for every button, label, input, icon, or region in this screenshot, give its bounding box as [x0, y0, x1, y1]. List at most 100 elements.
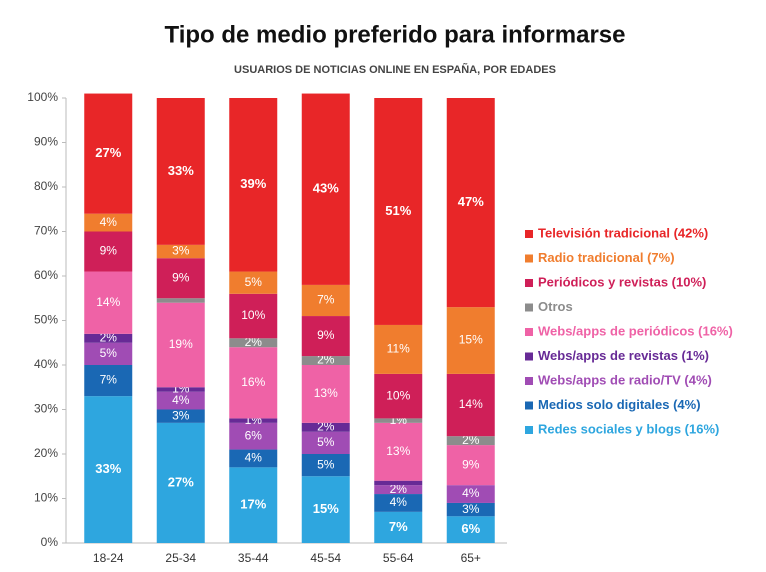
- bar-segment: [374, 373, 423, 419]
- data-label: 2%: [462, 433, 480, 447]
- bar-segment: [301, 431, 350, 454]
- data-label: 13%: [386, 444, 410, 458]
- data-label: 14%: [96, 295, 120, 309]
- bar-segment: [229, 467, 278, 543]
- legend-label: Medios solo digitales (4%): [538, 397, 701, 412]
- legend-swatch: [525, 230, 533, 238]
- y-tick-label: 80%: [34, 179, 58, 193]
- bar-segment: [84, 213, 133, 232]
- data-label: 2%: [390, 482, 408, 496]
- bar-segment: [84, 396, 133, 543]
- data-label: 43%: [313, 181, 339, 196]
- bar-segment: [229, 418, 278, 423]
- bar-segment: [446, 98, 495, 308]
- data-label: 15%: [459, 333, 483, 347]
- y-tick-label: 60%: [34, 268, 58, 282]
- bar-segment: [446, 516, 495, 543]
- data-label: 10%: [386, 388, 410, 402]
- data-label: 7%: [389, 519, 408, 534]
- legend-swatch: [525, 303, 533, 312]
- x-tick-label: 35-44: [238, 551, 269, 565]
- chart-subtitle: USUARIOS DE NOTICIAS ONLINE EN ESPAÑA, P…: [234, 63, 556, 76]
- chart-title: Tipo de medio preferido para informarse: [165, 21, 626, 48]
- data-label: 10%: [241, 308, 265, 322]
- bar-segment: [446, 307, 495, 374]
- legend-label: Webs/apps de periódicos (16%): [538, 323, 733, 338]
- data-label: 5%: [317, 457, 335, 471]
- data-label: 5%: [317, 435, 335, 449]
- bar-segment: [374, 480, 423, 486]
- y-tick-label: 0%: [41, 535, 59, 549]
- bar-segment: [374, 494, 423, 512]
- bar-segment: [229, 347, 278, 419]
- data-label: 6%: [245, 428, 263, 442]
- data-label: 14%: [459, 397, 483, 411]
- legend-label: Otros: [538, 299, 573, 314]
- bar-segment: [446, 445, 495, 486]
- bar-segment: [374, 511, 423, 543]
- bar-segment: [156, 302, 205, 388]
- bar-segment: [229, 98, 278, 272]
- y-tick-label: 40%: [34, 357, 58, 371]
- bar-segment: [301, 93, 350, 285]
- data-label: 4%: [390, 495, 408, 509]
- x-tick-label: 25-34: [165, 551, 196, 565]
- legend-label: Televisión tradicional (42%): [538, 225, 708, 240]
- data-label: 2%: [245, 335, 263, 349]
- data-label: 5%: [100, 346, 118, 360]
- data-label: 9%: [317, 328, 335, 342]
- bar-segment: [301, 422, 350, 432]
- data-label: 7%: [100, 373, 118, 387]
- bar-segment: [446, 485, 495, 503]
- data-label: 2%: [317, 353, 335, 367]
- bar-segment: [301, 356, 350, 365]
- bar-segment: [374, 418, 423, 423]
- legend-swatch: [525, 279, 533, 287]
- x-tick-label: 45-54: [310, 551, 341, 565]
- legend-label: Radio tradicional (7%): [538, 250, 675, 265]
- y-tick-label: 20%: [34, 446, 58, 460]
- data-label: 47%: [458, 194, 484, 209]
- bar-segment: [156, 422, 205, 543]
- data-label: 39%: [240, 176, 266, 191]
- bar-segment: [229, 271, 278, 294]
- data-label: 27%: [168, 474, 194, 489]
- bar-segment: [84, 93, 133, 214]
- bar-segment: [156, 98, 205, 245]
- legend-swatch: [525, 426, 533, 434]
- legend-swatch: [525, 377, 533, 385]
- bar-segment: [301, 316, 350, 357]
- bar-segment: [229, 338, 278, 348]
- bar-segment: [301, 476, 350, 543]
- bar-segment: [229, 293, 278, 339]
- y-tick-label: 90%: [34, 135, 58, 149]
- data-label: 2%: [100, 330, 118, 344]
- data-label: 3%: [172, 408, 190, 422]
- data-label: 7%: [317, 293, 335, 307]
- data-label: 9%: [172, 270, 190, 284]
- bar-segment: [156, 409, 205, 423]
- data-label: 27%: [95, 145, 121, 160]
- legend-swatch: [525, 328, 533, 336]
- legend-label: Webs/apps de radio/TV (4%): [538, 372, 712, 387]
- bar-segment: [84, 365, 133, 397]
- bar-segment: [446, 436, 495, 446]
- legend-swatch: [525, 352, 533, 361]
- legend-swatch: [525, 254, 533, 263]
- data-label: 4%: [100, 215, 118, 229]
- bar-segment: [156, 244, 205, 259]
- data-label: 17%: [240, 497, 266, 512]
- data-label: 5%: [245, 275, 263, 289]
- bar-segment: [156, 298, 205, 303]
- y-tick-label: 70%: [34, 224, 58, 238]
- data-label: 9%: [462, 457, 480, 471]
- data-label: 33%: [168, 163, 194, 178]
- bar-segment: [84, 271, 133, 334]
- data-label: 3%: [462, 502, 480, 516]
- x-tick-label: 65+: [461, 551, 481, 565]
- bar-segment: [374, 422, 423, 481]
- data-label: 13%: [314, 386, 338, 400]
- bar-segment: [374, 485, 423, 495]
